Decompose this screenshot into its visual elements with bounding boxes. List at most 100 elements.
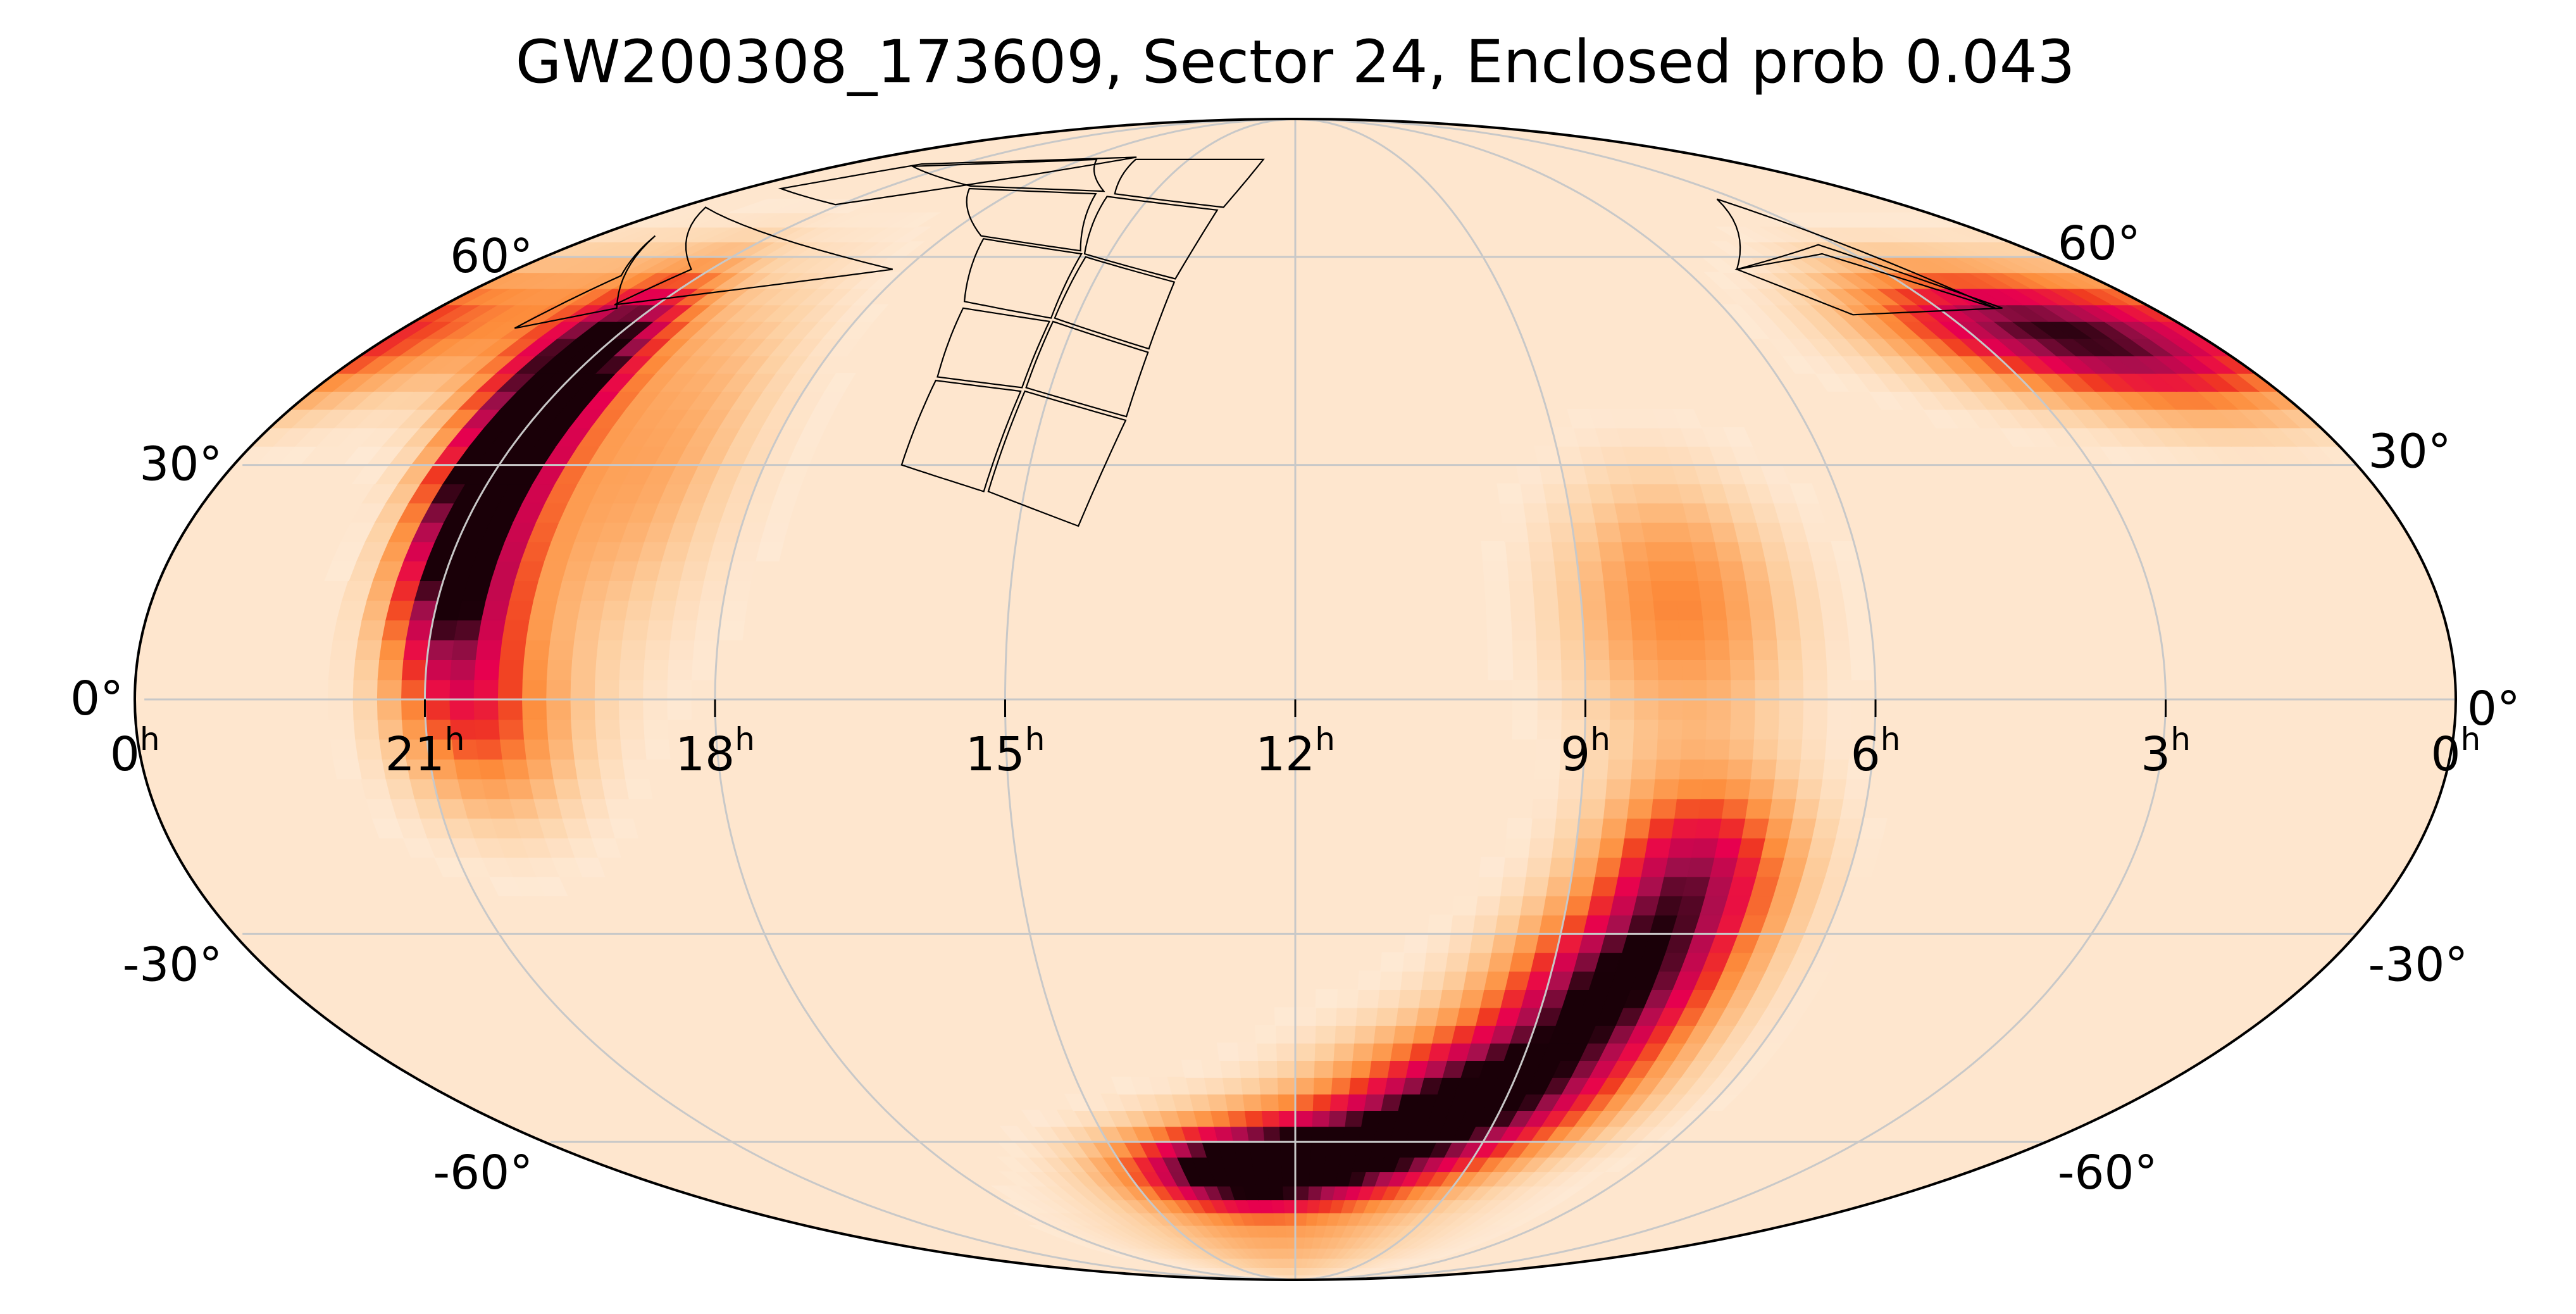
heatmap-cell xyxy=(1553,560,1580,582)
heatmap-cell xyxy=(1839,580,1868,601)
heatmap-cell xyxy=(621,619,649,641)
heatmap-cell xyxy=(1512,933,1540,953)
heatmap-cell xyxy=(1312,1093,1331,1111)
heatmap-cell xyxy=(1560,679,1586,700)
chart-title: GW200308_173609, Sector 24, Enclosed pro… xyxy=(516,28,2075,97)
heatmap-cell xyxy=(1241,1093,1262,1111)
heatmap-cell xyxy=(1802,699,1828,720)
heatmap-cell xyxy=(1608,699,1634,720)
heatmap-cell xyxy=(473,718,500,740)
ra-tick-label: 15h xyxy=(966,721,1045,782)
heatmap-cell xyxy=(1236,1042,1259,1061)
heatmap-cell xyxy=(1764,817,1793,839)
heatmap-cell xyxy=(1336,1156,1355,1173)
heatmap-cell xyxy=(328,718,356,740)
heatmap-cell xyxy=(1481,541,1507,562)
heatmap-cell xyxy=(1843,599,1871,621)
heatmap-cell xyxy=(504,778,534,799)
heatmap-cell xyxy=(1411,1025,1436,1044)
heatmap-cell xyxy=(1226,1110,1247,1127)
heatmap-cell xyxy=(1555,580,1582,601)
heatmap-cell xyxy=(332,619,362,641)
heatmap-cell xyxy=(1752,739,1779,760)
heatmap-cell xyxy=(1383,1077,1406,1095)
heatmap-cell xyxy=(327,699,354,720)
heatmap-cell xyxy=(376,679,402,700)
heatmap-cell xyxy=(452,758,482,780)
heatmap-cell xyxy=(1819,778,1847,799)
heatmap-cell xyxy=(1729,699,1755,720)
dec-tick-label-right: -60° xyxy=(2058,1146,2158,1200)
heatmap-cell xyxy=(597,619,626,641)
heatmap-cell xyxy=(1594,522,1622,542)
heatmap-cell xyxy=(400,699,426,720)
heatmap-cell xyxy=(504,599,534,621)
heatmap-cell xyxy=(1717,817,1746,839)
heatmap-cell xyxy=(1736,541,1766,562)
heatmap-cell xyxy=(1764,560,1793,582)
heatmap-cell xyxy=(1560,659,1586,680)
heatmap-cell xyxy=(1295,1007,1317,1026)
heatmap-cell xyxy=(1608,659,1634,680)
heatmap-cell xyxy=(1582,619,1608,641)
heatmap-cell xyxy=(642,659,669,680)
heatmap-cell xyxy=(1111,1077,1136,1095)
heatmap-cell xyxy=(1496,895,1524,916)
heatmap-cell xyxy=(1353,1025,1376,1044)
heatmap-cell xyxy=(618,718,645,740)
dec-tick-label-right: -30° xyxy=(2368,937,2468,992)
heatmap-cell xyxy=(621,758,649,780)
heatmap-cell xyxy=(997,1156,1030,1173)
heatmap-cell xyxy=(360,778,391,799)
heatmap-cell xyxy=(1663,856,1691,877)
heatmap-cell xyxy=(1508,952,1536,972)
heatmap-cell xyxy=(1776,739,1803,760)
heatmap-cell xyxy=(618,659,645,680)
heatmap-cell xyxy=(642,699,668,720)
heatmap-cell xyxy=(1327,1110,1347,1127)
heatmap-cell xyxy=(1643,541,1672,562)
heatmap-cell xyxy=(1276,1060,1296,1078)
ra-tick-label: 0h xyxy=(2430,721,2480,782)
heatmap-cell xyxy=(1727,639,1755,660)
heatmap-cell xyxy=(1845,619,1874,641)
heatmap-cell xyxy=(651,580,681,601)
heatmap-cell xyxy=(1586,895,1615,916)
heatmap-cell xyxy=(1339,1141,1359,1158)
heatmap-cell xyxy=(668,639,695,660)
heatmap-cell xyxy=(1774,758,1801,780)
heatmap-cell xyxy=(1590,876,1619,897)
ccd-footprint-outline xyxy=(778,156,1137,206)
heatmap-cell xyxy=(1633,679,1658,700)
heatmap-cell xyxy=(1760,837,1789,858)
heatmap-cell xyxy=(1774,619,1801,641)
heatmap-cell xyxy=(497,679,523,700)
heatmap-cell xyxy=(1490,933,1517,953)
heatmap-cell xyxy=(1305,1199,1321,1213)
heatmap-cell xyxy=(525,619,554,641)
heatmap-cell xyxy=(1279,1141,1296,1158)
heatmap-cell xyxy=(352,718,380,740)
heatmap-cell xyxy=(1476,876,1503,897)
heatmap-cell xyxy=(1788,560,1817,582)
heatmap-cell xyxy=(666,699,692,720)
heatmap-cell xyxy=(1590,502,1619,523)
heatmap-cell xyxy=(1777,659,1803,680)
heatmap-cell xyxy=(352,659,380,680)
heatmap-cell xyxy=(595,739,623,760)
heatmap-cell xyxy=(1753,679,1779,700)
ra-tick-label: 0h xyxy=(110,721,160,782)
ccd-footprint-outline xyxy=(910,158,1105,192)
heatmap-cell xyxy=(1029,1225,1068,1238)
heatmap-cell xyxy=(1703,639,1730,660)
heatmap-cell xyxy=(330,639,358,660)
heatmap-cell xyxy=(1312,1077,1333,1095)
heatmap-cell xyxy=(1374,1007,1398,1026)
heatmap-cell xyxy=(1399,970,1424,991)
heatmap-cell xyxy=(547,639,575,660)
heatmap-cell xyxy=(1247,1141,1266,1158)
heatmap-cell xyxy=(1608,895,1638,916)
heatmap-cell xyxy=(1791,580,1820,601)
heatmap-cell xyxy=(1281,1185,1296,1201)
heatmap-cell xyxy=(1295,1060,1315,1078)
